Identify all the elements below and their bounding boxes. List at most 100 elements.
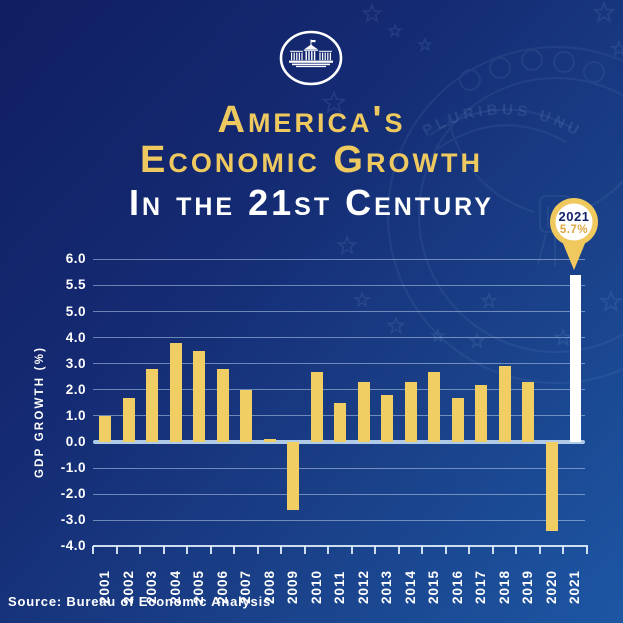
x-axis-tick <box>303 546 306 555</box>
x-axis-tick <box>256 546 259 555</box>
bar-2016 <box>451 397 464 442</box>
bar-2006 <box>216 368 229 442</box>
x-axis-tick <box>115 546 118 555</box>
bar-2002 <box>122 397 135 442</box>
callout-value: 5.7% <box>559 224 589 236</box>
x-category-label: 2014 <box>402 570 418 605</box>
bar-2014 <box>404 381 417 442</box>
bar-2009 <box>287 442 299 510</box>
x-axis-tick <box>444 546 447 555</box>
bar-2001 <box>99 415 111 442</box>
seal-outer-ring <box>387 46 623 384</box>
x-axis-line <box>93 545 588 548</box>
x-axis-tick <box>327 546 330 555</box>
seal-banner-arc <box>429 108 573 136</box>
x-axis-tick <box>491 546 494 555</box>
x-category-label: 2013 <box>379 570 394 605</box>
y-tick-label: 2.0 <box>65 381 86 397</box>
white-house-logo <box>279 30 343 88</box>
star-icon <box>387 22 403 38</box>
x-axis-tick <box>139 546 142 555</box>
pin-face <box>555 203 593 241</box>
gridline <box>93 258 585 260</box>
x-axis-tick <box>162 546 165 555</box>
star-icon <box>553 327 573 347</box>
y-tick-label: 0.0 <box>65 434 86 449</box>
star-icon <box>386 315 406 335</box>
y-tick-label: -4.0 <box>60 538 86 554</box>
y-tick-label: 3.0 <box>65 355 86 371</box>
bar-2019 <box>522 381 534 442</box>
star-icon <box>430 327 446 343</box>
x-category-label: 2017 <box>473 570 488 605</box>
bar-2020 <box>545 442 558 531</box>
gridline <box>93 467 585 469</box>
bar-2021-highlight <box>569 274 581 442</box>
x-axis-tick <box>209 546 212 555</box>
y-tick-label: -2.0 <box>60 486 86 502</box>
x-axis-tick <box>350 546 353 555</box>
bar-2008 <box>263 439 276 442</box>
star-icon <box>468 331 486 349</box>
seal-inner-ring <box>418 77 623 353</box>
x-axis-tick <box>233 546 236 555</box>
gridline <box>93 284 585 286</box>
x-axis-tick <box>585 546 588 555</box>
callout-pin-2021: 2021 5.7% <box>545 197 603 275</box>
title-line-2: Economic Growth <box>140 139 483 181</box>
y-tick-label: 6.0 <box>65 251 86 267</box>
x-category-label: 2015 <box>426 570 441 605</box>
star-icon <box>336 234 358 256</box>
x-category-label: 2010 <box>308 570 324 605</box>
star-icon <box>480 291 498 309</box>
y-tick-label: 1.0 <box>65 407 86 423</box>
star-icon <box>610 39 623 57</box>
callout-year: 2021 <box>558 209 590 224</box>
bar-2005 <box>193 350 205 442</box>
bar-2018 <box>498 366 511 442</box>
x-category-label: 2019 <box>520 570 535 605</box>
x-axis-tick <box>421 546 424 555</box>
bar-2012 <box>357 381 370 442</box>
gridline <box>93 363 585 365</box>
star-decorations <box>321 0 623 349</box>
x-axis-tick <box>397 546 400 555</box>
y-tick-label: -3.0 <box>60 512 86 528</box>
y-tick-label: 5.5 <box>65 277 86 293</box>
logo-oval <box>279 30 343 86</box>
star-icon <box>592 0 616 23</box>
bar-2004 <box>169 342 182 442</box>
x-axis-tick <box>468 546 471 555</box>
x-category-label: 2020 <box>543 570 559 605</box>
y-axis-title: GDP Growth (%) <box>34 345 46 479</box>
star-icon <box>599 289 623 312</box>
star-icon <box>321 89 347 114</box>
x-category-label: 2018 <box>496 570 512 605</box>
x-axis-tick <box>562 546 565 555</box>
y-tick-label: 4.0 <box>65 329 86 345</box>
bar-2003 <box>146 368 158 442</box>
gridline <box>93 311 585 312</box>
seal-banner-arc-2 <box>435 124 567 151</box>
gridline <box>93 519 585 521</box>
bar-2013 <box>381 395 393 442</box>
star-icon <box>417 36 433 52</box>
x-axis-tick <box>92 546 95 555</box>
x-category-label: 2016 <box>449 570 465 605</box>
x-axis-tick <box>280 546 283 555</box>
y-tick-label: -1.0 <box>60 460 86 476</box>
x-axis-tick <box>538 546 541 555</box>
gridline <box>93 337 585 339</box>
x-axis-tick <box>374 546 377 555</box>
bar-2007 <box>240 389 252 442</box>
title-line-1: America's <box>217 99 406 141</box>
x-axis-tick <box>186 546 189 555</box>
x-category-label: 2021 <box>567 570 582 605</box>
star-icon <box>361 2 383 24</box>
bar-2011 <box>334 402 346 442</box>
star-icon <box>353 290 371 308</box>
zero-baseline <box>93 440 585 444</box>
title-line-3: In the 21st Century <box>129 182 494 223</box>
